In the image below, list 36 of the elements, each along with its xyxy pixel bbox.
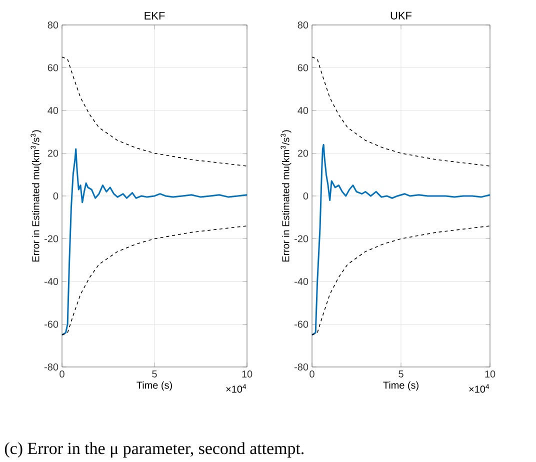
y-tick-label: -60 <box>294 320 308 328</box>
x-tick-label: 0 <box>310 370 314 378</box>
chart-title: UKF <box>390 12 412 20</box>
x-tick-label: 10 <box>242 370 252 378</box>
y-tick-label: 80 <box>298 21 308 29</box>
x-tick-label: 5 <box>398 370 404 378</box>
y-tick-label: 20 <box>298 150 308 157</box>
y-tick-label: -80 <box>44 363 58 371</box>
y-tick-label: 40 <box>48 106 58 114</box>
x-tick-label: 10 <box>485 370 496 378</box>
y-tick-label: 20 <box>48 150 58 157</box>
y-axis-title: Error in Estimated mu(km$^{3}$/s$^{3}$) <box>280 130 292 262</box>
text: ×10$^{4}$ <box>226 384 246 393</box>
y-tick-label: -20 <box>294 235 308 242</box>
line-series <box>312 226 490 336</box>
y-tick-label: 60 <box>298 64 308 72</box>
y-tick-label: -40 <box>44 278 58 286</box>
y-tick-label: 0 <box>53 192 58 200</box>
y-tick-label: -40 <box>294 278 308 286</box>
x-tick-label: 5 <box>152 370 157 378</box>
y-tick-label: -80 <box>294 363 308 371</box>
y-tick-label: -20 <box>44 235 58 242</box>
line-series <box>61 148 248 336</box>
text: (c) Error in the μ parameter, second attempt. <box>4 442 304 458</box>
text: ×10$^{4}$ <box>469 384 490 393</box>
y-tick-label: 60 <box>48 64 58 72</box>
y-tick-label: -60 <box>44 320 58 328</box>
y-tick-label: 40 <box>298 106 308 114</box>
y-axis-title: Error in Estimated mu(km$^{3}$/s$^{3}$) <box>30 130 42 262</box>
line-series <box>62 226 248 336</box>
y-tick-label: 0 <box>303 192 308 200</box>
x-axis-title: Time (s) <box>136 381 172 391</box>
chart-title: EKF <box>144 12 165 20</box>
x-axis-title: Time (s) <box>383 381 418 391</box>
x-tick-label: 0 <box>60 370 64 378</box>
y-tick-label: 80 <box>48 21 58 29</box>
